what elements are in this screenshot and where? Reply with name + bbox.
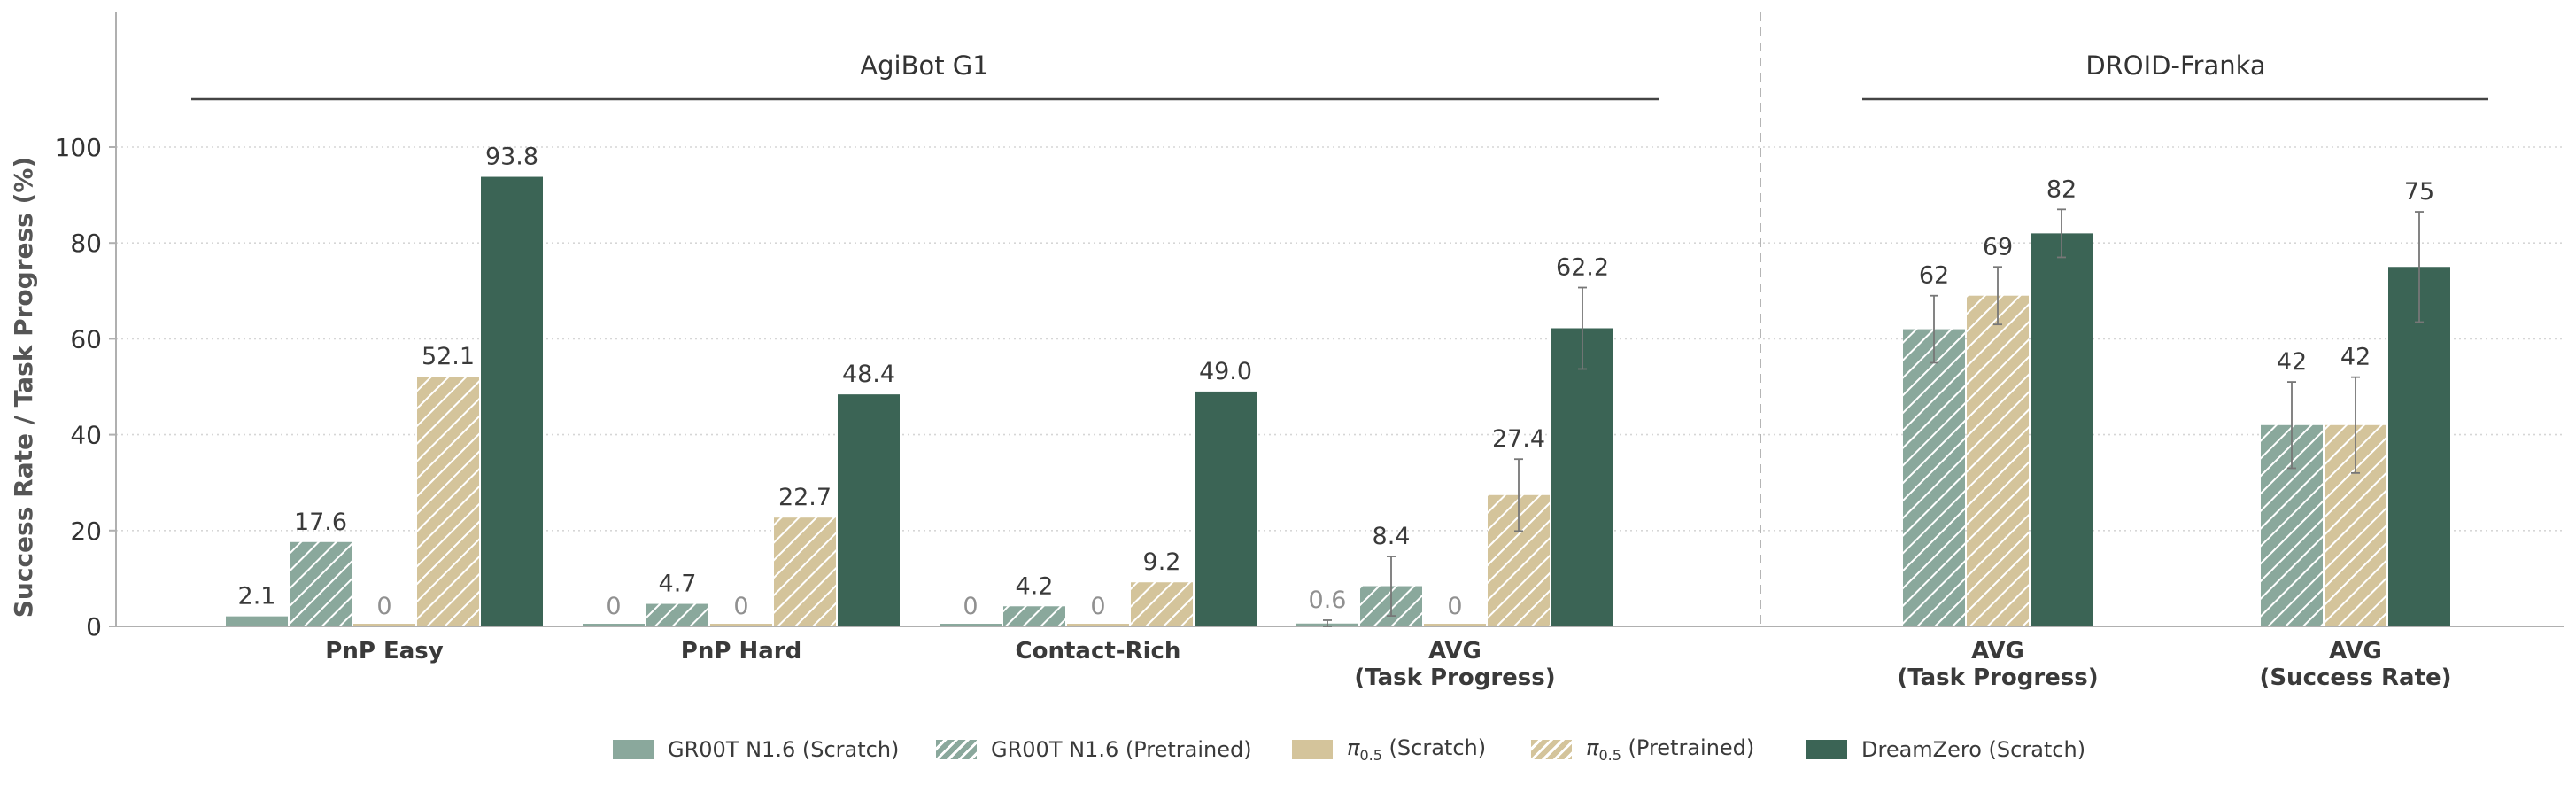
legend-swatch — [613, 740, 654, 759]
bar — [290, 541, 352, 626]
x-tick-label: (Task Progress) — [1354, 665, 1555, 691]
y-tick-label: 80 — [70, 229, 102, 258]
bar — [481, 176, 543, 627]
y-axis-label: Success Rate / Task Progress (%) — [9, 157, 38, 618]
legend-swatch — [936, 740, 977, 759]
x-tick-label: AVG — [2329, 638, 2382, 665]
data-label: 48.4 — [842, 361, 895, 388]
data-label: 0 — [733, 593, 748, 620]
bar — [1551, 328, 1613, 626]
data-label: 0 — [1447, 593, 1462, 620]
legend-item: π0.5 (Scratch) — [1292, 732, 1486, 767]
x-tick-label: (Task Progress) — [1897, 665, 2098, 691]
data-label: 42 — [2340, 344, 2371, 371]
data-label: 2.1 — [238, 583, 276, 610]
data-label: 17.6 — [294, 509, 347, 536]
legend-item: GR00T N1.6 (Scratch) — [613, 732, 899, 767]
data-label: 52.1 — [422, 343, 475, 370]
bar — [1131, 582, 1193, 626]
data-label: 0 — [963, 593, 978, 620]
data-label: 42 — [2277, 348, 2307, 376]
data-label: 0 — [376, 593, 391, 620]
x-tick-label: AVG — [1428, 638, 1481, 665]
axes: 0 20 40 60 80 100 Success Rate / Task Progress… — [9, 12, 2564, 641]
data-label: 4.2 — [1016, 572, 1054, 600]
bar — [646, 603, 708, 626]
data-label: 93.8 — [485, 144, 538, 171]
labels: PnP Easy 2.1 17.6 0 52.1 93.8 PnP Hard 0 4.7 0 22.… — [238, 144, 2452, 691]
bar — [2031, 233, 2093, 626]
legend-item: DreamZero (Scratch) — [1806, 732, 2085, 767]
data-label: 8.4 — [1373, 523, 1411, 550]
bar — [774, 517, 836, 626]
y-tick-label: 100 — [55, 133, 102, 162]
bar — [1003, 606, 1065, 626]
data-label: 0.6 — [1309, 587, 1347, 614]
legend-label: GR00T N1.6 (Scratch) — [668, 737, 900, 762]
legend-label: π0.5 (Scratch) — [1347, 735, 1487, 764]
data-label: 49.0 — [1199, 358, 1252, 385]
data-label: 22.7 — [778, 484, 832, 511]
bar — [710, 624, 772, 626]
data-label: 0 — [606, 593, 621, 620]
x-tick-label: AVG — [1971, 638, 2024, 665]
data-label: 62 — [1919, 262, 1949, 290]
bar — [1903, 329, 1965, 626]
bar — [2388, 267, 2450, 626]
data-label: 27.4 — [1492, 425, 1545, 453]
panel-title: DROID-Franka — [2085, 51, 2265, 81]
x-tick-label: PnP Hard — [681, 638, 801, 665]
panel-title: AgiBot G1 — [860, 51, 988, 81]
legend-item: π0.5 (Pretrained) — [1531, 732, 1754, 767]
bar — [583, 624, 645, 626]
data-label: 82 — [2046, 175, 2077, 203]
bar — [226, 616, 288, 626]
bar — [1424, 624, 1486, 626]
data-label: 9.2 — [1143, 548, 1181, 576]
bar — [417, 377, 479, 626]
data-label: 4.7 — [659, 571, 697, 598]
data-label: 75 — [2404, 178, 2434, 206]
legend-item: GR00T N1.6 (Pretrained) — [936, 732, 1252, 767]
x-tick-label: Contact-Rich — [1016, 638, 1181, 665]
legend-label: π0.5 (Pretrained) — [1586, 735, 1755, 764]
x-tick-label: (Success Rate) — [2259, 665, 2451, 691]
bar — [353, 624, 415, 626]
bar — [1067, 624, 1129, 626]
legend-swatch — [1531, 740, 1572, 759]
data-label: 0 — [1090, 593, 1105, 620]
bar — [1195, 391, 1257, 626]
legend-swatch — [1806, 740, 1847, 759]
bar — [940, 624, 1002, 626]
bar — [838, 394, 900, 626]
y-tick-label: 0 — [86, 612, 102, 641]
bar — [1967, 295, 2029, 626]
legend-label: DreamZero (Scratch) — [1861, 737, 2086, 762]
data-label: 62.2 — [1556, 254, 1609, 282]
legend-swatch — [1292, 740, 1333, 759]
y-tick-label: 40 — [70, 421, 102, 450]
data-label: 69 — [1983, 233, 2013, 260]
x-tick-label: PnP Easy — [325, 638, 443, 665]
bars — [226, 176, 2450, 627]
legend-label: GR00T N1.6 (Pretrained) — [991, 737, 1252, 762]
y-tick-label: 20 — [70, 517, 102, 546]
y-tick-label: 60 — [70, 324, 102, 354]
